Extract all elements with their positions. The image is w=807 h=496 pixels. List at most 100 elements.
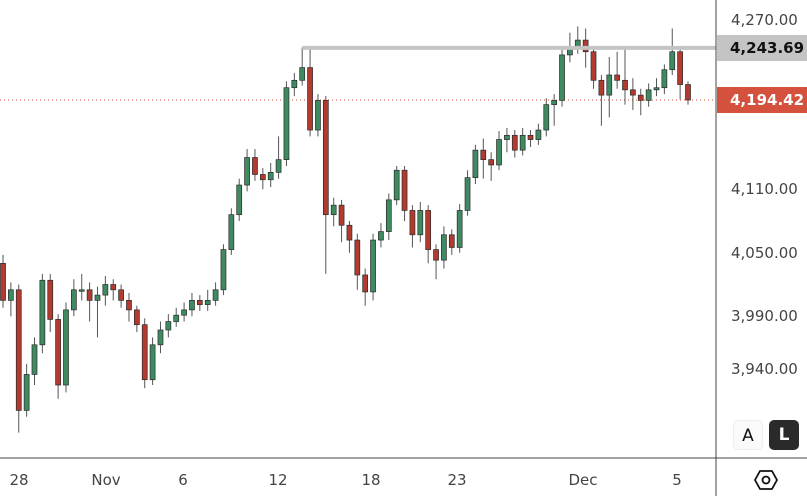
candle-body	[63, 309, 69, 386]
candle	[354, 233, 361, 290]
candle-body	[228, 214, 235, 250]
candle-body	[47, 279, 54, 320]
candle-body	[590, 51, 597, 81]
candle-body	[157, 329, 164, 346]
x-tick-label: Dec	[568, 471, 598, 489]
candle-body	[196, 300, 203, 305]
candle	[346, 221, 353, 253]
candle	[464, 170, 471, 216]
candle-body	[291, 79, 298, 89]
candle	[252, 149, 258, 181]
candle-body	[275, 159, 282, 173]
x-tick-label: 28	[9, 471, 29, 489]
candle-body	[307, 67, 313, 131]
candle-body	[236, 184, 243, 216]
candle-body	[141, 324, 148, 381]
candle	[71, 279, 77, 317]
candle	[590, 47, 597, 89]
candle-body	[362, 274, 369, 293]
candle-body	[543, 104, 550, 131]
candle	[630, 78, 636, 110]
candle-body	[637, 94, 644, 101]
candle	[165, 314, 172, 338]
candle-body	[472, 149, 479, 178]
candle-body	[630, 89, 636, 96]
candle	[504, 127, 510, 153]
x-tick-label: 5	[672, 471, 682, 489]
candle	[220, 244, 227, 296]
candle	[322, 96, 329, 274]
candle	[511, 130, 518, 158]
candle-body	[433, 249, 439, 261]
candle-body	[535, 129, 542, 140]
candle-body	[78, 289, 85, 292]
candle	[196, 295, 203, 311]
candle-body	[456, 210, 463, 248]
candle-body	[370, 239, 376, 293]
candle	[393, 166, 400, 206]
candle-body	[409, 210, 416, 236]
candle	[661, 64, 668, 95]
candle	[149, 337, 156, 386]
candle	[126, 292, 132, 322]
candle	[488, 152, 495, 181]
candle	[385, 193, 392, 241]
candle	[370, 233, 376, 301]
candle-body	[86, 289, 93, 301]
candle-body	[267, 172, 274, 181]
candle	[330, 197, 337, 227]
candle	[267, 162, 274, 188]
candle-body	[417, 210, 424, 236]
log-scale-button[interactable]: L	[769, 420, 799, 450]
candle	[456, 204, 463, 253]
candle-body	[464, 177, 471, 211]
candle	[559, 48, 565, 107]
candle-body	[504, 134, 510, 140]
candle	[472, 144, 479, 184]
candle	[244, 149, 250, 192]
candle-body	[401, 169, 408, 211]
candles-group	[0, 26, 716, 433]
candle-body	[165, 321, 172, 331]
candle	[0, 254, 6, 308]
candle	[15, 284, 22, 433]
candle	[118, 284, 124, 308]
candle-body	[204, 300, 211, 305]
candle	[409, 205, 416, 248]
y-tick-label: 3,990.00	[731, 307, 798, 326]
candle	[39, 273, 46, 354]
candle-body	[378, 231, 384, 241]
candle-body	[315, 100, 321, 131]
candle-body	[220, 249, 227, 291]
candle	[614, 51, 620, 89]
candle	[527, 130, 534, 147]
candle-body	[8, 289, 14, 301]
candle-body	[71, 289, 77, 311]
candle	[441, 226, 447, 269]
candle-body	[23, 374, 30, 411]
candle-body	[259, 174, 266, 181]
candle-body	[283, 87, 290, 161]
candle	[189, 292, 195, 317]
candle-body	[189, 300, 195, 311]
candle	[8, 282, 14, 317]
x-tick-label: 6	[178, 471, 188, 489]
candle	[362, 268, 369, 306]
candle	[315, 94, 321, 137]
candle-body	[94, 294, 101, 301]
hexagon-gear-icon[interactable]	[754, 468, 778, 492]
candle	[433, 244, 439, 280]
candle	[598, 75, 605, 126]
last-price-tag: 4,194.42	[717, 86, 807, 113]
candle	[685, 81, 691, 105]
candle	[338, 199, 345, 243]
candle-body	[299, 67, 306, 81]
candle	[291, 72, 298, 97]
candle	[307, 47, 313, 137]
candle	[102, 276, 109, 306]
candle	[669, 28, 676, 76]
candle-body	[598, 79, 605, 96]
candle-body	[425, 210, 432, 250]
auto-scale-button[interactable]: A	[733, 420, 763, 450]
